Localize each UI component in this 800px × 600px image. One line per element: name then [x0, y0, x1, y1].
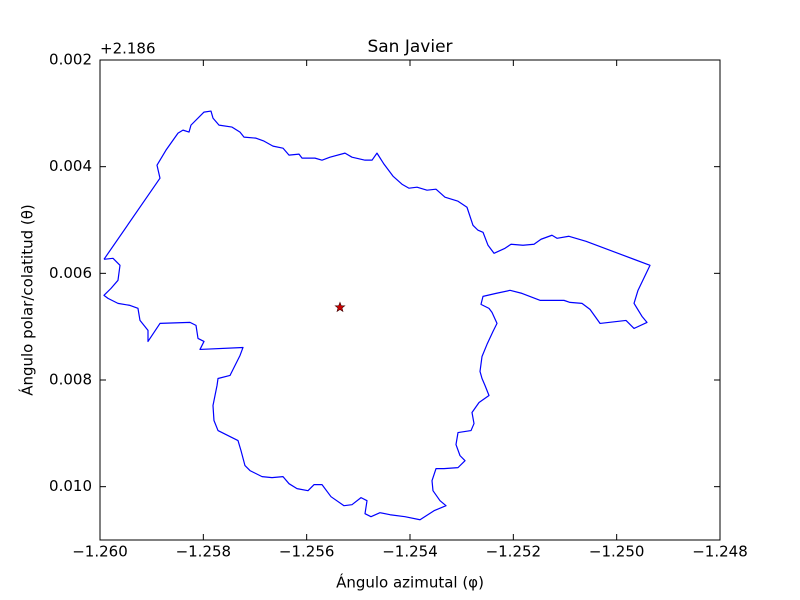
x-axis-label: Ángulo azimutal (φ)	[336, 573, 484, 592]
x-tick-label: −1.260	[72, 543, 128, 561]
x-tick-label: −1.248	[692, 543, 748, 561]
x-tick-label: −1.254	[382, 543, 438, 561]
x-tick-label: −1.258	[176, 543, 232, 561]
y-axis-label: Ángulo polar/colatitud (θ)	[18, 204, 37, 396]
x-tick-label: −1.250	[589, 543, 645, 561]
y-tick-label: 0.004	[49, 157, 92, 175]
x-tick-label: −1.252	[486, 543, 542, 561]
y-tick-label: 0.010	[49, 477, 92, 495]
y-tick-label: 0.008	[49, 371, 92, 389]
y-offset-label: +2.186	[100, 40, 156, 58]
boundary-line	[103, 110, 651, 521]
y-tick-label: 0.002	[49, 51, 92, 69]
x-tick-label: −1.256	[279, 543, 335, 561]
y-tick-label: 0.006	[49, 264, 92, 282]
marker-star	[334, 301, 346, 313]
chart-title: San Javier	[367, 37, 452, 57]
